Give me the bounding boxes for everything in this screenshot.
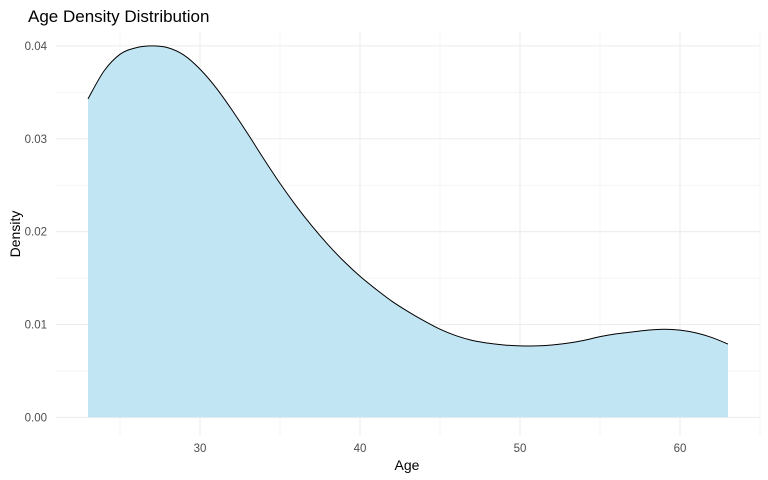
y-axis-ticks: 0.00 0.01 0.02 0.03 0.04 — [25, 41, 48, 424]
x-axis-ticks: 30 40 50 60 — [194, 443, 687, 455]
density-series — [87, 45, 729, 418]
density-area-fill — [88, 45, 728, 418]
x-axis-title: Age — [395, 457, 420, 473]
x-tick-label: 50 — [514, 443, 527, 455]
chart-title: Age Density Distribution — [28, 7, 209, 26]
x-tick-label: 30 — [194, 443, 207, 455]
density-curve-line — [87, 45, 729, 347]
x-tick-label: 40 — [354, 443, 367, 455]
y-axis-title: Density — [7, 211, 23, 258]
x-tick-label: 60 — [674, 443, 687, 455]
y-tick-label: 0.00 — [25, 412, 47, 424]
y-tick-label: 0.02 — [25, 227, 47, 239]
y-tick-label: 0.04 — [25, 41, 48, 53]
y-tick-label: 0.03 — [25, 134, 47, 146]
y-tick-label: 0.01 — [25, 320, 47, 332]
